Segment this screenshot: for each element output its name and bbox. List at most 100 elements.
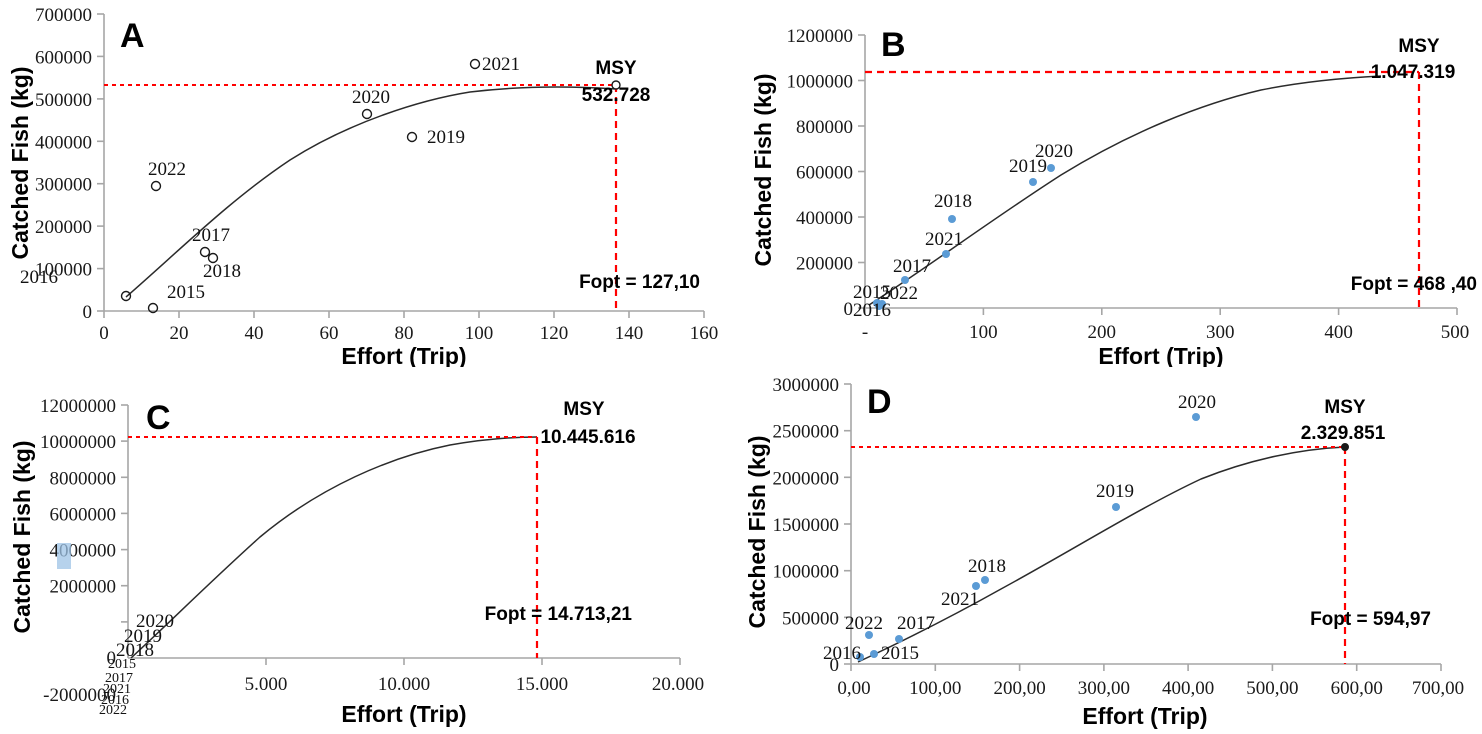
panel-b-label-2018: 2018	[934, 191, 972, 212]
panel-b-msy-label: MSY	[1398, 36, 1440, 57]
panel-a-point-2020	[361, 108, 373, 120]
panel-a-xtick-120: 120	[540, 323, 569, 344]
panel-d-x-ticks: 0,00 100,00 200,00 300,00 400,00 500,00 …	[837, 664, 1464, 699]
panel-d-msy-value: 2.329.851	[1301, 423, 1386, 444]
panel-b-label-2015: 2015	[853, 282, 891, 303]
panel-a-fopt-annotation: Fopt = 127,10	[579, 272, 700, 293]
panel-c-label-2021: 2021	[103, 682, 131, 697]
panel-c-x-ticks: 5.000 10.000 15.000 20.000	[245, 658, 704, 695]
panel-d-ytick-1500000: 1500000	[773, 515, 840, 536]
panel-d-xtick-100: 100,00	[909, 678, 961, 699]
panel-c-selection-highlight	[57, 543, 71, 569]
panel-c-label-2020: 2020	[136, 611, 174, 632]
panel-b-ytick-600000: 600000	[796, 163, 853, 184]
panel-b-xtick-200: 200	[1088, 322, 1117, 343]
panel-c-ytick-6000000: 6000000	[50, 504, 117, 525]
panel-b-point-2018	[948, 215, 956, 223]
panel-c-label-2016: 2016	[101, 693, 129, 708]
panel-b-xtick-0: -	[862, 322, 868, 343]
panel-b-ytick-800000: 800000	[796, 117, 853, 138]
panel-b-label-2019: 2019	[1009, 156, 1047, 177]
panel-b-msy-value: 1.047.319	[1371, 62, 1456, 83]
panel-d-point-2022	[865, 631, 873, 639]
panel-c-msy-label: MSY	[563, 399, 605, 420]
panel-a-x-axis-title: Effort (Trip)	[341, 343, 466, 367]
panel-b-xtick-100: 100	[969, 322, 998, 343]
panel-d-letter: D	[867, 383, 892, 421]
panel-a-point-2019	[406, 131, 418, 143]
panel-a-y-ticks: 0 100000 200000 300000 400000 500000 600…	[35, 5, 104, 323]
panel-a-point-labels: 2016 2015 2022 2017 2018 2020 2019 2021	[20, 54, 520, 303]
panel-c-ytick-10000000: 10000000	[40, 432, 116, 453]
panel-c-fopt-annotation: Fopt = 14.713,21	[485, 604, 633, 625]
panel-a-point-2021	[469, 58, 481, 70]
panel-a-xtick-0: 0	[99, 323, 109, 344]
panel-d-xtick-200: 200,00	[993, 678, 1045, 699]
panel-c-xtick-15000: 15.000	[516, 674, 568, 695]
panel-d-yield-curve	[857, 446, 1346, 663]
panel-b-data-points	[873, 164, 1055, 310]
panel-d-msy-point	[1341, 443, 1349, 451]
panel-d-label-2017: 2017	[897, 613, 935, 634]
panel-d-label-2020: 2020	[1178, 392, 1216, 413]
panel-a-msy-label: MSY	[595, 58, 637, 79]
panel-d-xtick-300: 300,00	[1078, 678, 1130, 699]
panel-b-label-2016: 2016	[853, 300, 891, 321]
panel-c-letter: C	[146, 399, 171, 437]
panel-a-y-axis-title: Catched Fish (kg)	[7, 67, 33, 260]
panel-a-label-2020: 2020	[352, 87, 390, 108]
panel-b-ytick-400000: 400000	[796, 208, 853, 229]
panel-a-xtick-40: 40	[245, 323, 264, 344]
panel-b-svg: 0 200000 400000 600000 800000 1000000 12…	[750, 26, 1477, 367]
panel-d-xtick-0: 0,00	[837, 678, 870, 699]
panel-c-ytick-8000000: 8000000	[50, 468, 117, 489]
panel-a-label-2017: 2017	[192, 225, 230, 246]
panel-a-xtick-160: 160	[690, 323, 719, 344]
panel-d-msy-label: MSY	[1324, 397, 1366, 418]
panel-c-label-2019: 2019	[124, 626, 162, 647]
panel-c-chart: 12000000 10000000 8000000 6000000 400000…	[0, 367, 741, 734]
panel-a-ytick-500000: 500000	[35, 90, 92, 111]
panel-d-label-2021: 2021	[941, 589, 979, 610]
panel-b-xtick-500: 500	[1441, 322, 1470, 343]
panel-b-ytick-0: 0	[844, 299, 854, 320]
panel-d-point-2021	[972, 582, 980, 590]
panel-d-ytick-2000000: 2000000	[773, 468, 840, 489]
panel-d-label-2019: 2019	[1096, 481, 1134, 502]
panel-a-x-ticks: 0 20 40 60 80 100 120 140 160	[99, 311, 718, 344]
panel-c-point-labels: 2020 2019 2018 2015 2017 2021 2016 2022	[99, 611, 174, 718]
panel-d-ytick-2500000: 2500000	[773, 422, 840, 443]
panel-a-label-2021: 2021	[482, 54, 520, 75]
panel-b-label-2021: 2021	[925, 229, 963, 250]
panel-d-data-points	[856, 413, 1200, 661]
panel-d-y-ticks: 0 500000 1000000 1500000 2000000 2500000…	[773, 375, 851, 676]
panel-d-point-2018	[981, 576, 989, 584]
panel-a-ytick-600000: 600000	[35, 47, 92, 68]
panel-c-label-2022: 2022	[99, 703, 127, 718]
panel-a-letter: A	[120, 17, 145, 55]
panel-d-label-2022: 2022	[845, 613, 883, 634]
panel-b-y-axis-title: Catched Fish (kg)	[750, 74, 776, 267]
panel-d-xtick-600: 600,00	[1331, 678, 1383, 699]
panel-b-ytick-1000000: 1000000	[787, 72, 854, 93]
panel-b-label-2020: 2020	[1035, 141, 1073, 162]
panel-d-xtick-500: 500,00	[1246, 678, 1298, 699]
panel-a-label-2015: 2015	[167, 282, 205, 303]
panel-d-x-axis-title: Effort (Trip)	[1082, 703, 1207, 729]
panel-b-xtick-300: 300	[1206, 322, 1235, 343]
panel-d-xtick-700: 700,00	[1412, 678, 1464, 699]
panel-d-chart: 0 500000 1000000 1500000 2000000 2500000…	[741, 367, 1482, 734]
panel-d-point-2017	[895, 635, 903, 643]
panel-c-label-2018: 2018	[116, 640, 154, 661]
panel-a-svg: 0 100000 200000 300000 400000 500000 600…	[7, 5, 718, 367]
panel-a-xtick-20: 20	[170, 323, 189, 344]
panel-a-chart: 0 100000 200000 300000 400000 500000 600…	[0, 0, 741, 367]
panel-a-label-2022: 2022	[148, 159, 186, 180]
panel-a-point-2018	[207, 252, 219, 264]
panel-a-xtick-60: 60	[320, 323, 339, 344]
panel-c-yield-curve	[130, 436, 538, 659]
panel-a-ytick-700000: 700000	[35, 5, 92, 26]
panel-d-ytick-1000000: 1000000	[773, 562, 840, 583]
panel-b-point-2016	[875, 302, 883, 310]
